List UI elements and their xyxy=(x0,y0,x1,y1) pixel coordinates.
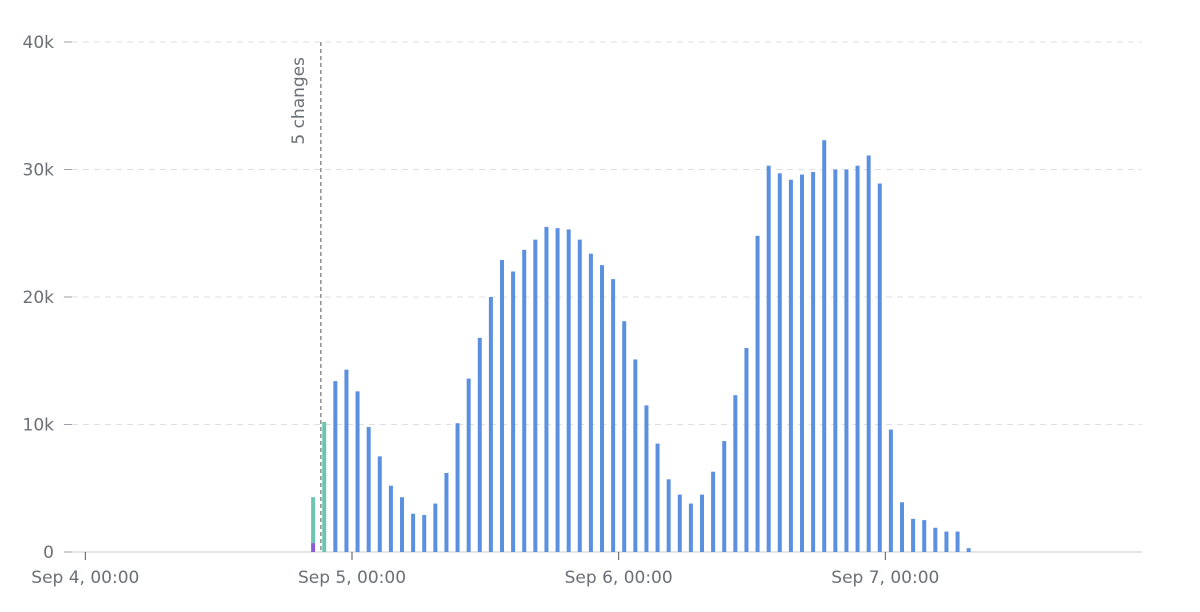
bar xyxy=(922,520,927,552)
bar xyxy=(344,369,349,552)
bar xyxy=(377,456,382,552)
bar xyxy=(855,165,860,553)
bar xyxy=(633,359,638,552)
bar xyxy=(688,503,693,552)
bar xyxy=(744,348,749,552)
bar xyxy=(666,479,671,552)
bar xyxy=(533,239,538,552)
bar xyxy=(411,513,416,552)
bar xyxy=(622,321,627,552)
bar xyxy=(644,405,649,552)
bar xyxy=(322,421,327,552)
bar xyxy=(655,443,660,552)
bar xyxy=(822,140,827,553)
bar xyxy=(911,518,916,552)
bar xyxy=(511,271,516,552)
bar xyxy=(500,260,504,552)
bar xyxy=(311,543,316,552)
bar xyxy=(800,174,804,552)
bar xyxy=(722,441,727,552)
bar xyxy=(466,378,471,552)
bar xyxy=(777,173,782,552)
bar xyxy=(944,531,949,552)
y-tick-label: 20k xyxy=(23,288,55,308)
bar xyxy=(955,531,960,552)
bar xyxy=(433,503,438,552)
bar xyxy=(933,527,938,552)
bar xyxy=(400,497,404,552)
bar xyxy=(355,391,360,552)
bar xyxy=(600,265,604,552)
bar xyxy=(888,429,893,552)
x-tick-label: Sep 5, 00:00 xyxy=(298,568,406,588)
bar xyxy=(588,253,593,552)
bar xyxy=(566,229,571,553)
bar xyxy=(577,239,582,552)
bar xyxy=(422,515,427,552)
bar xyxy=(611,279,616,552)
bar xyxy=(788,179,793,552)
bar xyxy=(866,155,871,552)
annotation-label: 5 changes xyxy=(289,57,309,145)
bar xyxy=(444,472,449,552)
bar xyxy=(477,337,482,552)
bar xyxy=(522,249,527,552)
bar xyxy=(811,172,816,553)
bar xyxy=(333,381,338,552)
bar xyxy=(555,228,560,552)
bar xyxy=(455,423,460,552)
x-tick-label: Sep 7, 00:00 xyxy=(831,568,939,588)
bar xyxy=(755,235,760,553)
y-tick-label: 0 xyxy=(43,543,54,563)
bar xyxy=(366,427,371,552)
bar xyxy=(711,471,716,552)
x-tick-label: Sep 6, 00:00 xyxy=(565,568,673,588)
bar xyxy=(544,226,549,552)
bar xyxy=(388,485,393,552)
bar xyxy=(766,165,771,553)
bar xyxy=(488,297,493,552)
y-tick-label: 30k xyxy=(23,161,55,181)
bar xyxy=(833,169,838,552)
y-tick-label: 40k xyxy=(23,33,55,53)
y-tick-label: 10k xyxy=(23,416,55,436)
x-tick-label: Sep 4, 00:00 xyxy=(31,568,139,588)
bar xyxy=(844,169,849,552)
bar xyxy=(677,494,682,552)
bar xyxy=(900,502,904,552)
bar xyxy=(733,395,738,552)
bar xyxy=(966,548,971,552)
bar xyxy=(877,183,882,552)
bar xyxy=(700,494,704,552)
bar xyxy=(311,497,316,544)
